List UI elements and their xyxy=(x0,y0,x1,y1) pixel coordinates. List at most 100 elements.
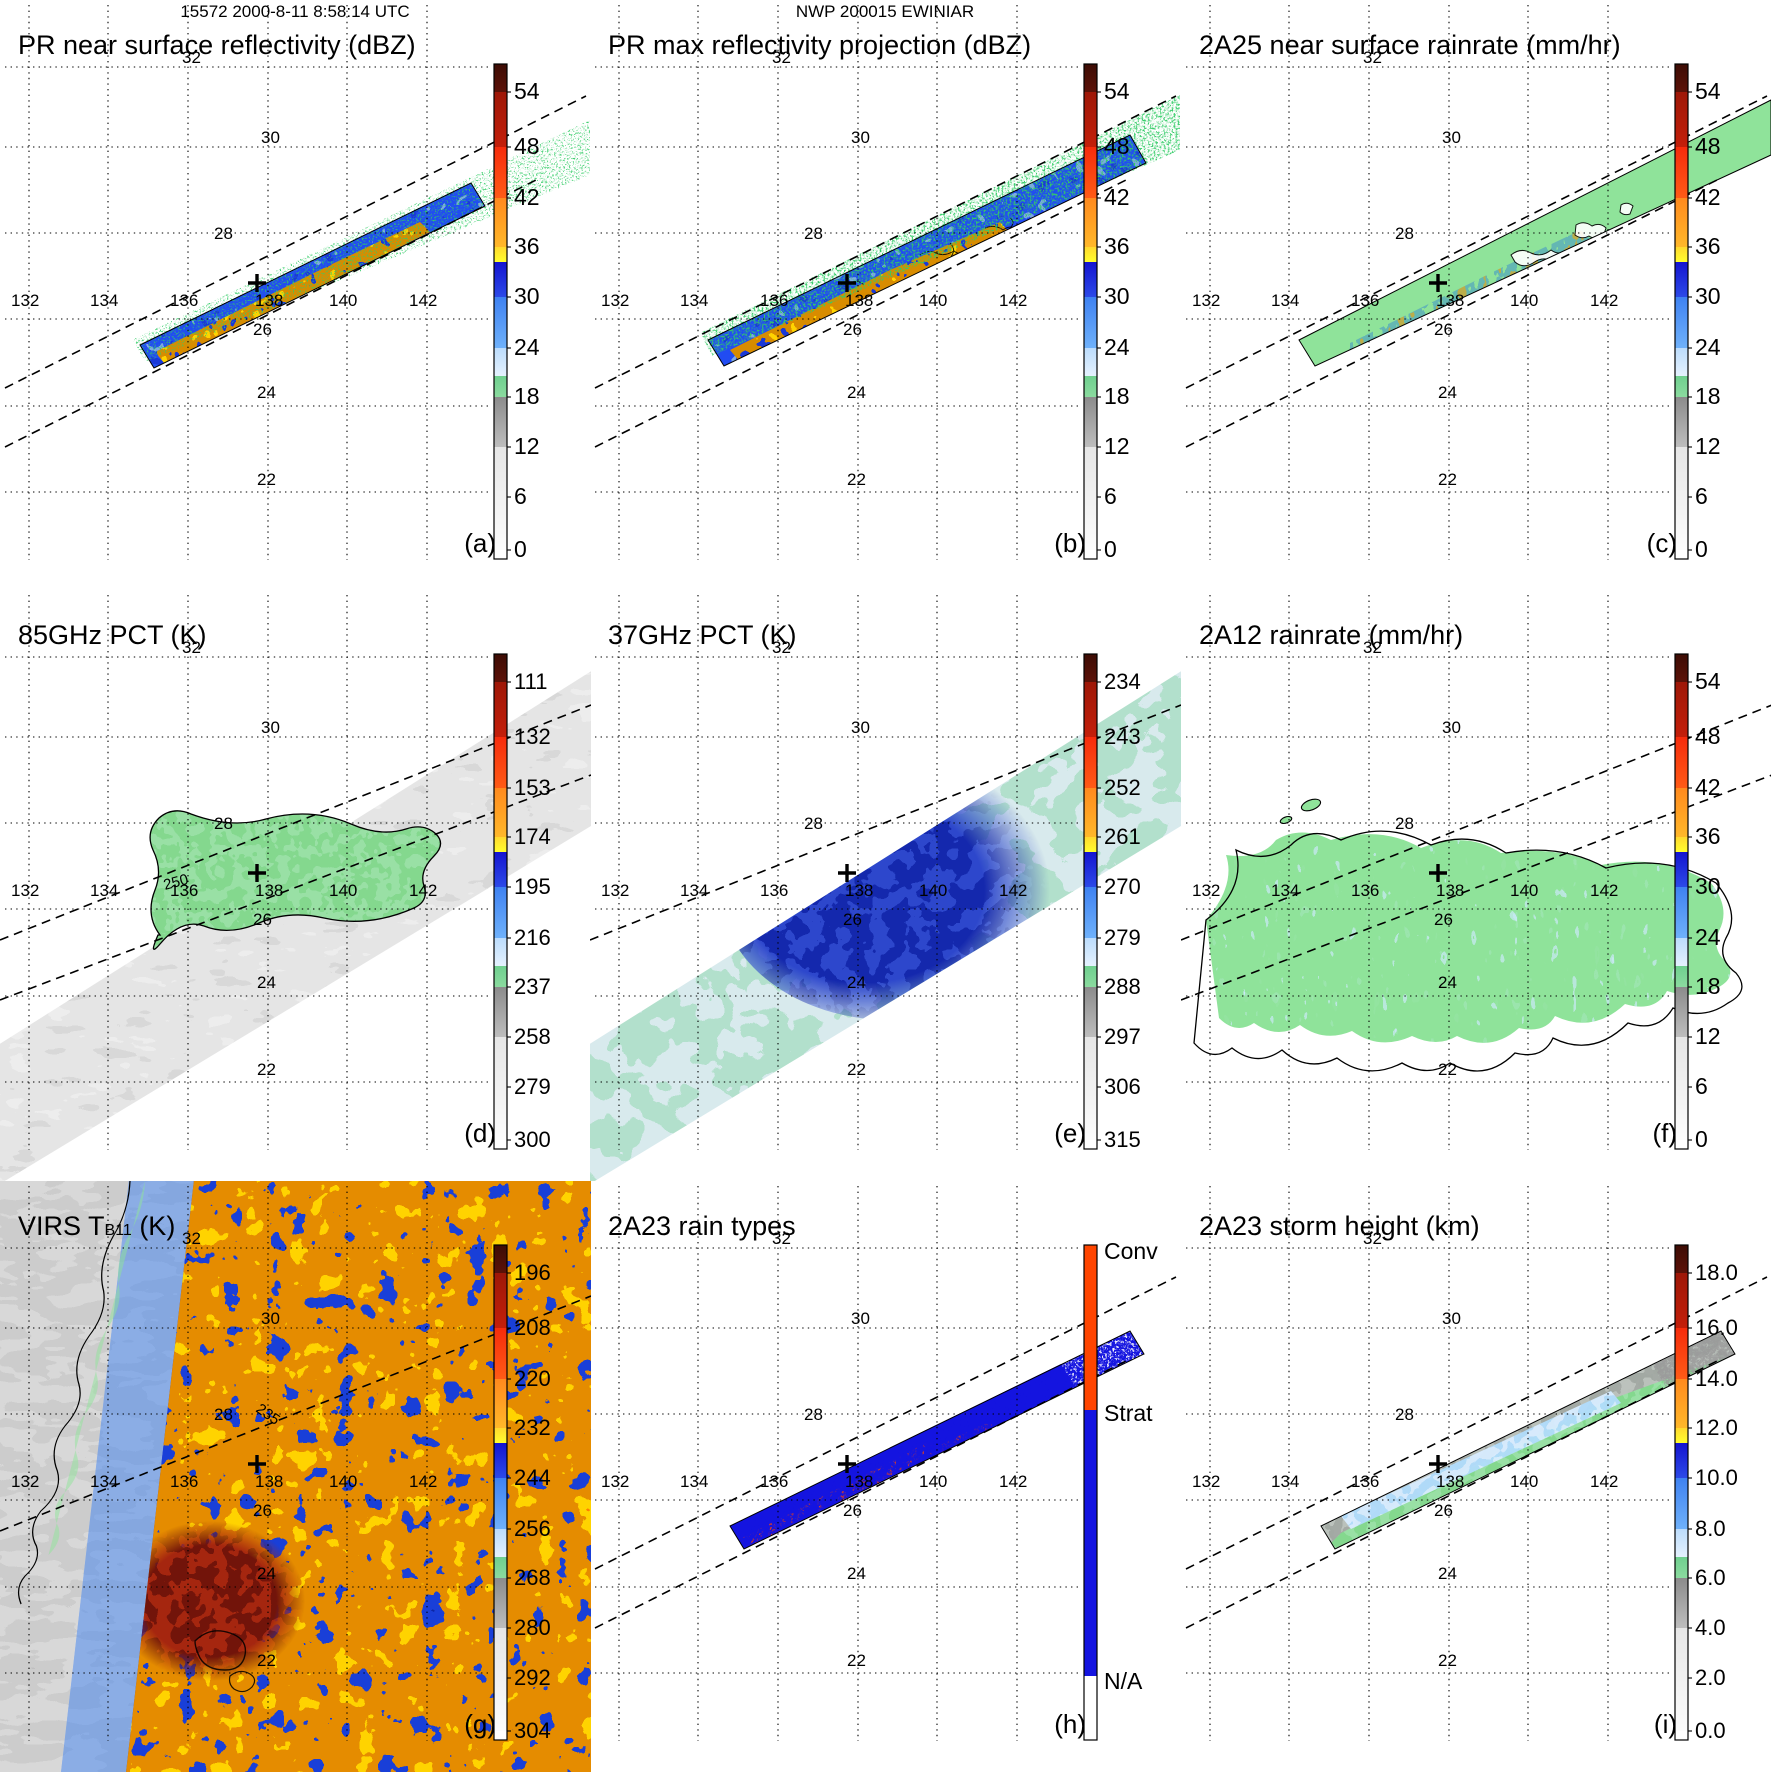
svg-text:134: 134 xyxy=(680,1472,708,1491)
svg-text:30: 30 xyxy=(261,718,280,737)
svg-text:140: 140 xyxy=(919,291,947,310)
svg-text:174: 174 xyxy=(514,824,551,849)
svg-text:28: 28 xyxy=(1395,1405,1414,1424)
svg-text:134: 134 xyxy=(1271,881,1299,900)
svg-text:24: 24 xyxy=(1438,973,1457,992)
svg-text:42: 42 xyxy=(1695,184,1721,210)
svg-text:138: 138 xyxy=(255,881,283,900)
svg-text:24: 24 xyxy=(257,1564,276,1583)
svg-text:24: 24 xyxy=(1104,334,1130,360)
svg-text:138: 138 xyxy=(845,881,873,900)
svg-text:132: 132 xyxy=(1192,291,1220,310)
svg-text:138: 138 xyxy=(1436,881,1464,900)
svg-text:Conv: Conv xyxy=(1104,1238,1158,1264)
svg-text:142: 142 xyxy=(999,291,1027,310)
svg-text:140: 140 xyxy=(329,881,357,900)
svg-text:134: 134 xyxy=(680,291,708,310)
svg-text:2.0: 2.0 xyxy=(1695,1665,1726,1690)
svg-text:6: 6 xyxy=(1695,1073,1708,1099)
svg-text:26: 26 xyxy=(1434,910,1453,929)
svg-text:48: 48 xyxy=(1695,133,1721,159)
svg-text:134: 134 xyxy=(90,881,118,900)
svg-text:134: 134 xyxy=(1271,291,1299,310)
svg-text:12: 12 xyxy=(514,433,540,459)
svg-text:28: 28 xyxy=(804,814,823,833)
svg-text:36: 36 xyxy=(1695,233,1721,259)
svg-text:26: 26 xyxy=(843,910,862,929)
svg-text:306: 306 xyxy=(1104,1074,1141,1099)
svg-text:30: 30 xyxy=(851,1309,870,1328)
svg-text:280: 280 xyxy=(514,1615,551,1640)
svg-text:132: 132 xyxy=(11,881,39,900)
svg-text:134: 134 xyxy=(1271,1472,1299,1491)
svg-text:140: 140 xyxy=(329,1472,357,1491)
svg-text:216: 216 xyxy=(514,925,551,950)
svg-text:270: 270 xyxy=(1104,874,1141,899)
svg-text:42: 42 xyxy=(514,184,540,210)
svg-text:138: 138 xyxy=(255,1472,283,1491)
svg-text:252: 252 xyxy=(1104,775,1141,800)
svg-text:10.0: 10.0 xyxy=(1695,1465,1738,1490)
svg-text:24: 24 xyxy=(514,334,540,360)
svg-text:288: 288 xyxy=(1104,974,1141,999)
svg-text:26: 26 xyxy=(253,910,272,929)
svg-text:8.0: 8.0 xyxy=(1695,1516,1726,1541)
svg-text:292: 292 xyxy=(514,1665,551,1690)
svg-text:6: 6 xyxy=(1695,483,1708,509)
svg-text:136: 136 xyxy=(170,291,198,310)
svg-text:18: 18 xyxy=(1104,383,1130,409)
svg-text:279: 279 xyxy=(514,1074,551,1099)
svg-text:30: 30 xyxy=(1104,283,1130,309)
svg-text:134: 134 xyxy=(680,881,708,900)
svg-text:279: 279 xyxy=(1104,925,1141,950)
svg-text:30: 30 xyxy=(1442,1309,1461,1328)
svg-text:28: 28 xyxy=(804,1405,823,1424)
svg-text:54: 54 xyxy=(1695,668,1721,694)
svg-text:30: 30 xyxy=(851,718,870,737)
svg-text:26: 26 xyxy=(1434,1501,1453,1520)
svg-text:0.0: 0.0 xyxy=(1695,1718,1726,1743)
svg-text:18: 18 xyxy=(514,383,540,409)
svg-text:132: 132 xyxy=(601,881,629,900)
svg-text:54: 54 xyxy=(1695,78,1721,104)
svg-text:138: 138 xyxy=(845,291,873,310)
svg-text:32: 32 xyxy=(182,1229,201,1248)
svg-text:26: 26 xyxy=(843,320,862,339)
svg-text:22: 22 xyxy=(1438,470,1457,489)
svg-text:54: 54 xyxy=(1104,78,1130,104)
svg-text:0: 0 xyxy=(1104,536,1117,562)
svg-text:12: 12 xyxy=(1695,433,1721,459)
svg-text:28: 28 xyxy=(214,224,233,243)
svg-text:136: 136 xyxy=(760,1472,788,1491)
svg-text:140: 140 xyxy=(1510,881,1538,900)
svg-text:142: 142 xyxy=(999,1472,1027,1491)
svg-text:132: 132 xyxy=(11,1472,39,1491)
svg-text:42: 42 xyxy=(1104,184,1130,210)
svg-text:26: 26 xyxy=(253,320,272,339)
svg-text:244: 244 xyxy=(514,1465,551,1490)
svg-text:6.0: 6.0 xyxy=(1695,1565,1726,1590)
svg-text:18: 18 xyxy=(1695,383,1721,409)
svg-text:24: 24 xyxy=(1438,383,1457,402)
svg-text:134: 134 xyxy=(90,1472,118,1491)
svg-text:138: 138 xyxy=(1436,291,1464,310)
svg-text:132: 132 xyxy=(11,291,39,310)
svg-text:48: 48 xyxy=(1695,723,1721,749)
svg-text:232: 232 xyxy=(514,1415,551,1440)
svg-text:300: 300 xyxy=(514,1127,551,1152)
svg-text:140: 140 xyxy=(1510,291,1538,310)
svg-text:Strat: Strat xyxy=(1104,1400,1153,1426)
svg-text:24: 24 xyxy=(1695,924,1721,950)
svg-text:195: 195 xyxy=(514,874,551,899)
svg-text:142: 142 xyxy=(1590,1472,1618,1491)
svg-text:136: 136 xyxy=(170,881,198,900)
svg-text:132: 132 xyxy=(1192,1472,1220,1491)
svg-text:30: 30 xyxy=(261,128,280,147)
svg-text:42: 42 xyxy=(1695,774,1721,800)
svg-text:142: 142 xyxy=(409,291,437,310)
svg-text:12.0: 12.0 xyxy=(1695,1415,1738,1440)
svg-text:18: 18 xyxy=(1695,973,1721,999)
svg-text:26: 26 xyxy=(843,1501,862,1520)
svg-text:142: 142 xyxy=(1590,881,1618,900)
svg-text:24: 24 xyxy=(847,1564,866,1583)
